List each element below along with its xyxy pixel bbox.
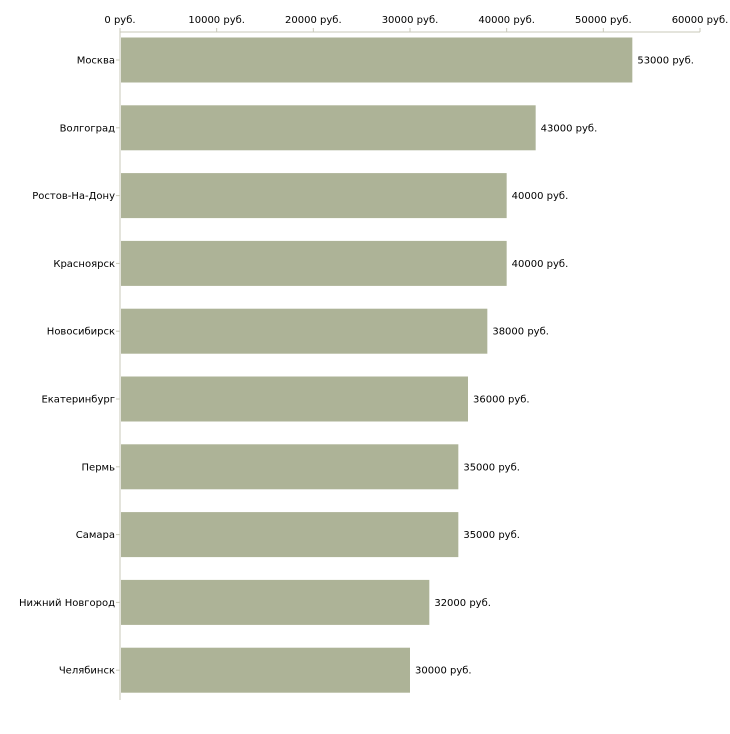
bar xyxy=(121,512,459,558)
data-label: 40000 руб. xyxy=(512,191,569,202)
data-label: 53000 руб. xyxy=(637,56,694,67)
bar xyxy=(121,105,536,151)
category-label: Челябинск xyxy=(59,666,115,677)
category-label: Екатеринбург xyxy=(41,395,115,406)
bar xyxy=(121,173,507,219)
data-label: 43000 руб. xyxy=(541,123,598,134)
bar xyxy=(121,444,459,490)
data-label: 40000 руб. xyxy=(512,259,569,270)
bar xyxy=(121,647,410,693)
data-label: 32000 руб. xyxy=(434,598,491,609)
bar xyxy=(121,37,633,83)
category-label: Волгоград xyxy=(60,123,115,134)
x-tick-label: 40000 руб. xyxy=(478,15,535,26)
data-label: 36000 руб. xyxy=(473,395,530,406)
data-label: 38000 руб. xyxy=(492,327,549,338)
category-label: Самара xyxy=(76,530,115,541)
category-label: Красноярск xyxy=(53,259,115,270)
x-tick-label: 0 руб. xyxy=(104,15,135,26)
bar xyxy=(121,308,488,354)
data-label: 30000 руб. xyxy=(415,666,472,677)
bar xyxy=(121,240,507,286)
data-label: 35000 руб. xyxy=(463,462,520,473)
data-label: 35000 руб. xyxy=(463,530,520,541)
category-label: Пермь xyxy=(82,462,116,473)
x-tick-label: 30000 руб. xyxy=(382,15,439,26)
category-label: Новосибирск xyxy=(47,327,115,338)
bar xyxy=(121,376,468,422)
x-tick-label: 20000 руб. xyxy=(285,15,342,26)
category-label: Нижний Новгород xyxy=(19,598,115,609)
category-label: Москва xyxy=(77,56,115,67)
bar xyxy=(121,579,430,625)
x-tick-label: 50000 руб. xyxy=(575,15,632,26)
x-tick-label: 10000 руб. xyxy=(188,15,245,26)
x-tick-label: 60000 руб. xyxy=(672,15,729,26)
category-label: Ростов-На-Дону xyxy=(32,191,115,202)
